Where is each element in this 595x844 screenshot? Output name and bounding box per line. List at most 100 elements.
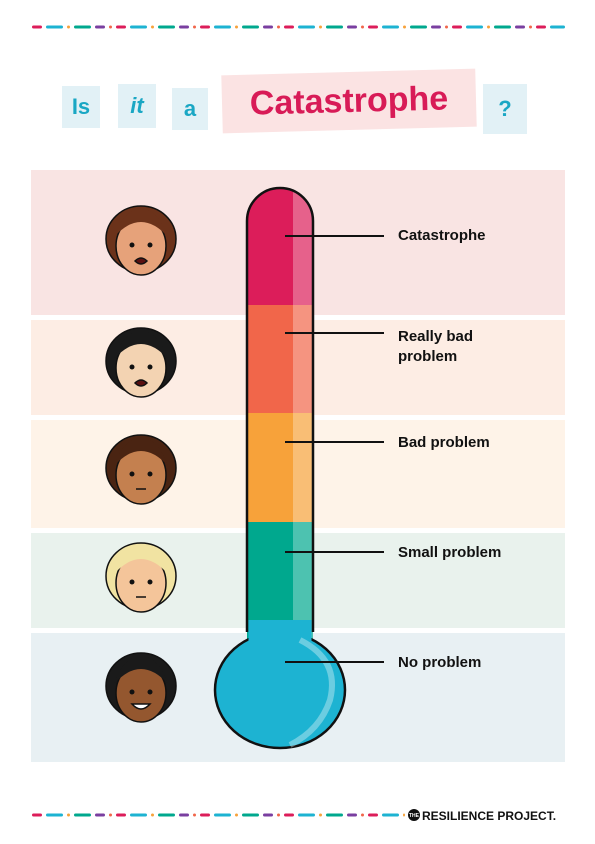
dash [263,25,273,29]
level-label: No problem [398,654,482,671]
dash [536,25,546,29]
dash [284,25,294,29]
dash [214,25,231,29]
decorative-dash-line [32,25,565,29]
dash [466,25,483,29]
eye [129,471,135,477]
dash [529,25,532,29]
dash [130,813,147,817]
dash [32,25,42,29]
level-label: Catastrophe [398,227,486,244]
dash [368,25,378,29]
dash [494,25,511,29]
face [105,205,177,276]
title-word: ? [483,84,527,134]
dash [242,813,259,817]
dash [151,813,154,817]
title-word: a [172,88,208,130]
thermometer-outline [245,186,315,632]
eye [147,364,153,370]
dash [242,25,259,29]
decorative-dash-line [32,813,405,817]
mouth [133,379,149,387]
fringe [114,209,168,237]
dash [347,25,357,29]
level-label: Really bad problem [398,328,474,365]
dash [193,25,196,29]
dash [403,813,405,817]
dash [445,25,448,29]
pointer-lines [285,235,384,663]
dash [130,25,147,29]
eye [147,471,153,477]
title-word: it [118,84,156,128]
eye [129,689,135,695]
dash [326,25,343,29]
dash [116,813,126,817]
dash [319,813,322,817]
eye [147,242,153,248]
brand-badge [408,809,420,821]
mouth [130,703,152,710]
dash [515,25,525,29]
dash [382,25,399,29]
dash [368,813,378,817]
dash [95,25,105,29]
dash [347,813,357,817]
face [105,542,177,613]
dash [46,813,63,817]
level-label: Small problem [398,544,502,561]
dash [263,813,273,817]
eye [129,242,135,248]
dash [67,25,70,29]
bulb-highlight [288,637,335,748]
dash [235,813,238,817]
face [105,652,177,723]
dash [452,25,462,29]
dash [46,25,63,29]
dash [74,25,91,29]
faces [105,205,177,723]
dash [158,25,175,29]
dash [109,813,112,817]
dash [298,813,315,817]
dash [298,25,315,29]
dash [487,25,490,29]
dash [179,813,189,817]
dash [32,813,42,817]
brand-small: THE [409,813,420,819]
dash [67,813,70,817]
dash [284,813,294,817]
dash [403,25,406,29]
dash [319,25,322,29]
brand-name: RESILIENCE PROJECT. [422,809,556,823]
dash [179,25,189,29]
eye [147,689,153,695]
title-word: Is [62,86,100,128]
dash [235,25,238,29]
dash [382,813,399,817]
dash [116,25,126,29]
fringe [114,438,168,466]
dash [151,25,154,29]
face [105,434,177,505]
dash [200,813,210,817]
fringe [114,656,168,684]
face [105,327,177,398]
thermometer-tube [247,188,313,640]
dash [200,25,210,29]
dash [95,813,105,817]
dash [361,25,364,29]
fringe [114,331,168,359]
dash [410,25,427,29]
mouth [133,257,149,265]
dash [214,813,231,817]
dash [326,813,343,817]
eye [129,579,135,585]
dash [277,813,280,817]
dash [431,25,441,29]
dash [550,25,565,29]
level-label: Bad problem [398,434,490,451]
eye [147,579,153,585]
